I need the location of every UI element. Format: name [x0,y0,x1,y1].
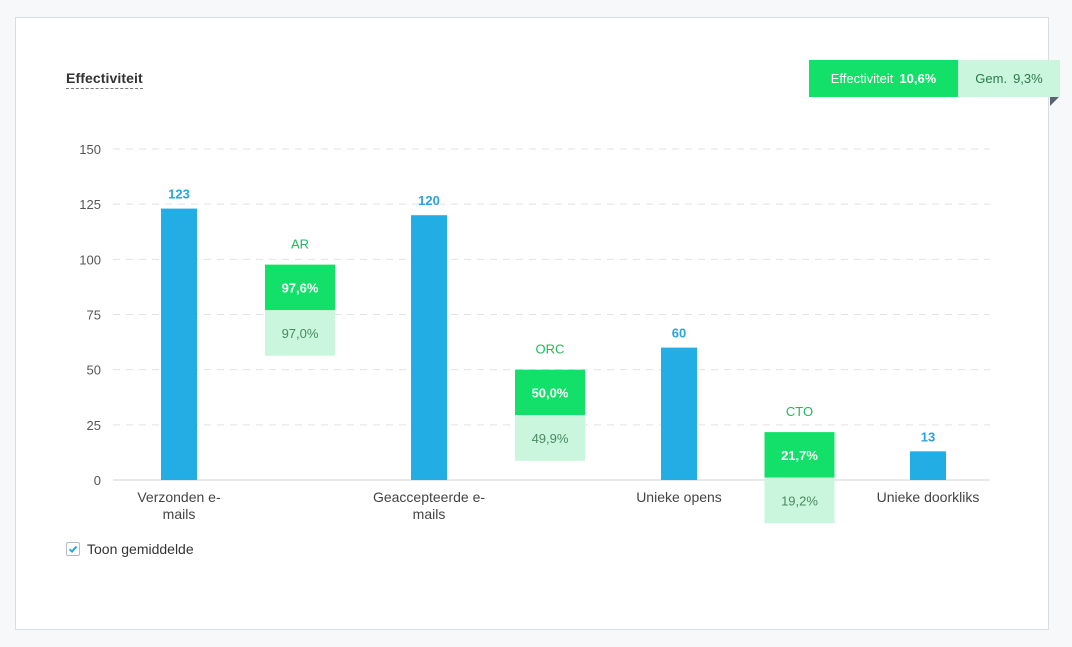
bar-3 [910,451,946,480]
x-category-label-0-0: Verzonden e- [137,489,221,505]
rate-name-ar: AR [291,237,309,252]
rate-name-orc: ORC [536,342,565,357]
y-tick-label-0: 0 [94,473,101,488]
rate-average-value-ar: 97,0% [282,326,319,341]
rate-average-box-cto [764,477,835,524]
bar-2 [661,347,697,480]
rate-box-ar [265,264,335,311]
y-tick-label-50: 50 [87,363,101,378]
rate-value-ar: 97,6% [282,280,319,295]
badge-fold-corner [1050,97,1059,106]
show-average-toggle[interactable]: Toon gemiddelde [66,541,194,557]
bar-value-label-1: 120 [418,193,440,208]
effectiveness-value: 10,6% [899,71,937,86]
y-tick-label-125: 125 [79,197,101,212]
x-category-label-1-0: Geaccepteerde e- [373,489,485,505]
bar-1 [411,215,447,480]
bar-value-label-3: 13 [921,429,935,444]
rate-value-orc: 50,0% [532,385,569,400]
rate-average-value-cto: 19,2% [781,493,818,508]
average-badge: Gem. 9,3% [958,60,1060,97]
rate-average-box-orc [515,415,585,461]
rate-box-cto [764,432,835,478]
bar-0 [161,208,197,480]
effectiveness-badge: Effectiviteit 10,6% [809,60,958,97]
y-tick-label-75: 75 [87,308,101,323]
bar-value-label-2: 60 [672,326,686,341]
checkmark-icon [68,545,78,554]
average-label: Gem. [975,71,1008,86]
show-average-label: Toon gemiddelde [87,541,194,557]
y-tick-label-100: 100 [79,252,101,267]
rate-average-box-ar [265,310,335,356]
y-tick-label-25: 25 [87,418,101,433]
x-category-label-2-0: Unieke opens [636,489,722,505]
rate-name-cto: CTO [786,404,813,419]
x-category-label-3-0: Unieke doorkliks [877,489,980,505]
show-average-checkbox[interactable] [66,542,80,556]
rate-average-value-orc: 49,9% [532,431,569,446]
rate-box-orc [515,369,585,416]
chart-title[interactable]: Effectiviteit [66,70,143,89]
x-category-label-0-1: mails [163,506,196,522]
effectiveness-label: Effectiviteit [830,71,894,86]
rate-value-cto: 21,7% [781,448,818,463]
bar-value-label-0: 123 [168,187,190,202]
average-value: 9,3% [1013,71,1043,86]
x-category-label-1-1: mails [413,506,446,522]
y-tick-label-150: 150 [79,142,101,157]
